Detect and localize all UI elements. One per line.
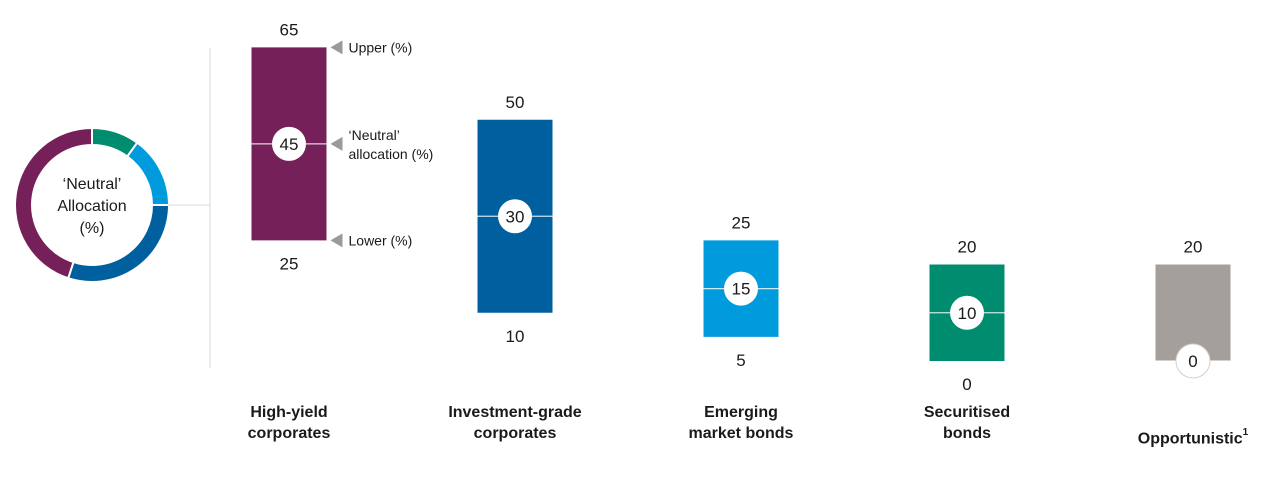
category-label: High-yield corporates (199, 402, 379, 444)
upper-value-label: 50 (506, 93, 525, 112)
upper-value-label: 65 (280, 20, 299, 39)
donut-label-line: ‘Neutral’ (63, 176, 122, 193)
neutral-value-label: 15 (732, 280, 751, 299)
category-label: Investment-grade corporates (425, 402, 605, 444)
category-label-line: Securitised (923, 404, 1011, 421)
neutral-marker (1175, 343, 1211, 379)
donut-segment (14, 126, 93, 280)
category-label-line: corporates (473, 425, 557, 442)
legend-lower-label: Lower (%) (349, 232, 413, 248)
upper-value-label: 20 (1184, 238, 1203, 257)
legend-pointer-icon (330, 40, 343, 55)
category-label-line: market bonds (688, 425, 794, 442)
category-label-line: Emerging (704, 404, 778, 421)
range-legend: Upper (%) ‘Neutral’ allocation (%) Lower (%… (330, 39, 434, 248)
donut-segment (66, 204, 171, 283)
category-label: Securitised bonds (877, 402, 1057, 444)
neutral-marker (724, 271, 758, 306)
lower-value-label: 25 (280, 254, 299, 273)
neutral-value-label: 10 (958, 304, 977, 323)
upper-value-label: 20 (958, 238, 977, 257)
footnote-marker: 1 (1242, 427, 1249, 438)
donut-label-line: (%) (80, 220, 105, 237)
neutral-value-label: 30 (506, 207, 525, 226)
legend-upper-label: Upper (%) (349, 39, 413, 55)
range-bars: 45 65 25 30 50 10 15 25 5 10 20 0 0 20 (251, 20, 1231, 394)
category-label: Opportunistic1 (1103, 424, 1280, 449)
category-label-line: Investment-grade (448, 404, 582, 421)
donut-segment (125, 141, 171, 206)
neutral-value-label: 45 (280, 135, 299, 154)
legend-neutral-label: allocation (%) (349, 146, 434, 162)
lower-value-label: 10 (506, 327, 525, 346)
category-label-line: bonds (943, 425, 991, 442)
neutral-allocation-donut (14, 126, 171, 283)
neutral-marker (498, 199, 532, 234)
category-label-line: corporates (247, 425, 331, 442)
category-label-line: Opportunistic (1137, 430, 1243, 448)
donut-label-line: Allocation (57, 198, 126, 215)
upper-value-label: 25 (732, 213, 751, 232)
legend-pointer-icon (330, 136, 343, 151)
category-label: Emerging market bonds (651, 402, 831, 444)
neutral-marker (950, 295, 984, 330)
legend-pointer-icon (330, 233, 343, 248)
lower-value-label: 5 (736, 351, 745, 370)
neutral-marker (272, 126, 306, 161)
donut-label: ‘Neutral’ Allocation (%) (57, 176, 126, 237)
legend-neutral-label: ‘Neutral’ (349, 127, 400, 143)
lower-value-label: 0 (962, 375, 971, 394)
category-label-line: High-yield (250, 404, 328, 421)
neutral-value-label: 0 (1188, 352, 1197, 371)
